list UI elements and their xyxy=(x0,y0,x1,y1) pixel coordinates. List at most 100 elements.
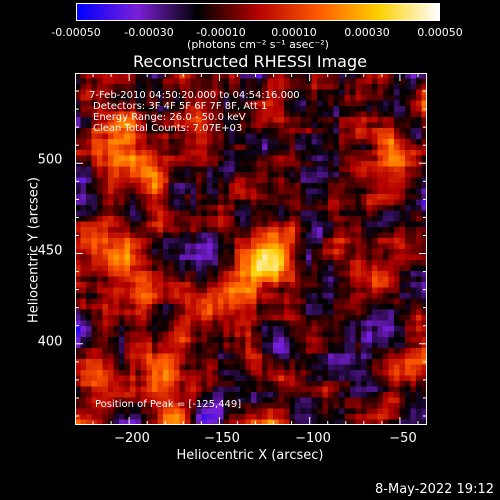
heatmap-cell xyxy=(130,276,136,283)
heatmap-cell xyxy=(289,128,296,134)
heatmap-cell xyxy=(174,315,180,321)
heatmap-cell xyxy=(311,386,318,393)
heatmap-cell xyxy=(256,89,263,96)
heatmap-cell xyxy=(185,370,191,376)
heatmap-cell xyxy=(388,370,395,376)
heatmap-cell xyxy=(278,282,285,288)
heatmap-cell xyxy=(75,216,81,222)
heatmap-cell xyxy=(152,199,158,206)
heatmap-cell xyxy=(97,117,103,123)
heatmap-cell xyxy=(168,133,175,140)
heatmap-cell xyxy=(399,408,406,415)
heatmap-cell xyxy=(91,122,98,129)
heatmap-cell xyxy=(146,254,153,261)
heatmap-cell xyxy=(201,227,208,233)
heatmap-cell xyxy=(267,249,274,255)
heatmap-cell xyxy=(300,177,307,184)
heatmap-cell xyxy=(405,271,411,277)
heatmap-cell xyxy=(311,172,318,178)
heatmap-cell xyxy=(355,166,362,173)
heatmap-cell xyxy=(350,408,356,415)
heatmap-cell xyxy=(124,166,131,173)
heatmap-cell xyxy=(113,260,120,266)
heatmap-cell xyxy=(146,293,153,299)
heatmap-cell xyxy=(185,265,191,272)
heatmap-cell xyxy=(196,73,202,79)
heatmap-cell xyxy=(207,331,213,338)
heatmap-cell xyxy=(135,194,142,200)
heatmap-cell xyxy=(306,106,312,112)
heatmap-cell xyxy=(196,315,202,321)
heatmap-cell xyxy=(201,144,208,151)
heatmap-cell xyxy=(416,370,422,376)
heatmap-cell xyxy=(256,309,263,316)
heatmap-cell xyxy=(108,84,114,90)
heatmap-cell xyxy=(152,331,158,338)
heatmap-cell xyxy=(410,265,417,272)
heatmap-cell xyxy=(179,133,186,140)
heatmap-cell xyxy=(119,260,125,266)
x-axis-label: Heliocentric X (arcsec) xyxy=(176,448,324,463)
heatmap-cell xyxy=(256,326,263,332)
heatmap-cell xyxy=(113,408,120,415)
heatmap-cell xyxy=(97,359,103,365)
heatmap-cell xyxy=(399,414,406,420)
heatmap-cell xyxy=(421,287,427,294)
heatmap-cell xyxy=(339,100,345,107)
heatmap-cell xyxy=(190,397,197,404)
heatmap-cell xyxy=(399,210,406,217)
heatmap-cell xyxy=(190,84,197,90)
heatmap-cell xyxy=(410,205,417,211)
heatmap-cell xyxy=(207,364,213,371)
heatmap-cell xyxy=(234,386,241,393)
heatmap-cell xyxy=(328,375,334,382)
heatmap-cell xyxy=(113,370,120,376)
heatmap-cell xyxy=(218,260,224,266)
heatmap-cell xyxy=(284,210,290,217)
heatmap-cell xyxy=(113,183,120,189)
heatmap-cell xyxy=(251,359,257,365)
heatmap-cell xyxy=(119,408,125,415)
heatmap-cell xyxy=(284,122,290,129)
heatmap-cell xyxy=(124,155,131,162)
heatmap-cell xyxy=(295,188,301,195)
heatmap-cell xyxy=(306,403,312,409)
heatmap-cell xyxy=(394,188,400,195)
heatmap-cell xyxy=(377,199,384,206)
heatmap-cell xyxy=(383,194,389,200)
heatmap-cell xyxy=(86,95,92,101)
heatmap-cell xyxy=(223,216,230,222)
heatmap-cell xyxy=(102,155,109,162)
heatmap-cell xyxy=(251,304,257,310)
heatmap-cell xyxy=(108,232,114,239)
heatmap-cell xyxy=(141,150,147,156)
heatmap-cell xyxy=(410,353,417,360)
heatmap-cell xyxy=(207,117,213,123)
heatmap-cell xyxy=(245,342,252,349)
heatmap-cell xyxy=(399,78,406,85)
heatmap-cell xyxy=(201,342,208,349)
heatmap-cell xyxy=(124,128,131,134)
heatmap-cell xyxy=(119,205,125,211)
heatmap-cell xyxy=(97,128,103,134)
heatmap-cell xyxy=(207,348,213,354)
heatmap-cell xyxy=(179,320,186,327)
heatmap-cell xyxy=(295,348,301,354)
heatmap-cell xyxy=(273,309,279,316)
heatmap-cell xyxy=(410,414,417,420)
heatmap-cell xyxy=(223,78,230,85)
heatmap-cell xyxy=(328,199,334,206)
heatmap-cell xyxy=(273,254,279,261)
heatmap-cell xyxy=(377,364,384,371)
heatmap-cell xyxy=(86,414,92,420)
heatmap-cell xyxy=(416,227,422,233)
heatmap-cell xyxy=(251,298,257,305)
heatmap-cell xyxy=(366,364,373,371)
heatmap-cell xyxy=(196,293,202,299)
heatmap-cell xyxy=(91,144,98,151)
heatmap-cell xyxy=(185,276,191,283)
heatmap-cell xyxy=(383,331,389,338)
heatmap-cell xyxy=(108,177,114,184)
heatmap-cell xyxy=(284,364,290,371)
heatmap-cell xyxy=(190,298,197,305)
